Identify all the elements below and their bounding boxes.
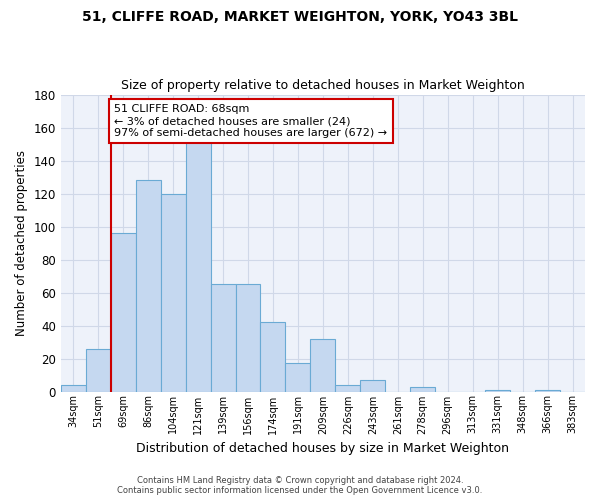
Bar <box>61 385 86 392</box>
Bar <box>535 390 560 392</box>
Text: 51, CLIFFE ROAD, MARKET WEIGHTON, YORK, YO43 3BL: 51, CLIFFE ROAD, MARKET WEIGHTON, YORK, … <box>82 10 518 24</box>
Bar <box>161 194 185 392</box>
Bar <box>260 322 286 392</box>
Bar <box>236 284 260 392</box>
Bar <box>185 142 211 392</box>
Bar <box>485 390 510 392</box>
Bar <box>111 233 136 392</box>
Y-axis label: Number of detached properties: Number of detached properties <box>15 150 28 336</box>
Bar <box>335 385 361 392</box>
Bar <box>310 338 335 392</box>
Bar <box>286 364 310 392</box>
Bar <box>211 284 236 392</box>
Bar <box>136 180 161 392</box>
Text: Contains HM Land Registry data © Crown copyright and database right 2024.
Contai: Contains HM Land Registry data © Crown c… <box>118 476 482 495</box>
Title: Size of property relative to detached houses in Market Weighton: Size of property relative to detached ho… <box>121 79 525 92</box>
Text: 51 CLIFFE ROAD: 68sqm
← 3% of detached houses are smaller (24)
97% of semi-detac: 51 CLIFFE ROAD: 68sqm ← 3% of detached h… <box>115 104 388 138</box>
Bar <box>410 386 435 392</box>
Bar <box>361 380 385 392</box>
X-axis label: Distribution of detached houses by size in Market Weighton: Distribution of detached houses by size … <box>136 442 509 455</box>
Bar <box>86 348 111 392</box>
